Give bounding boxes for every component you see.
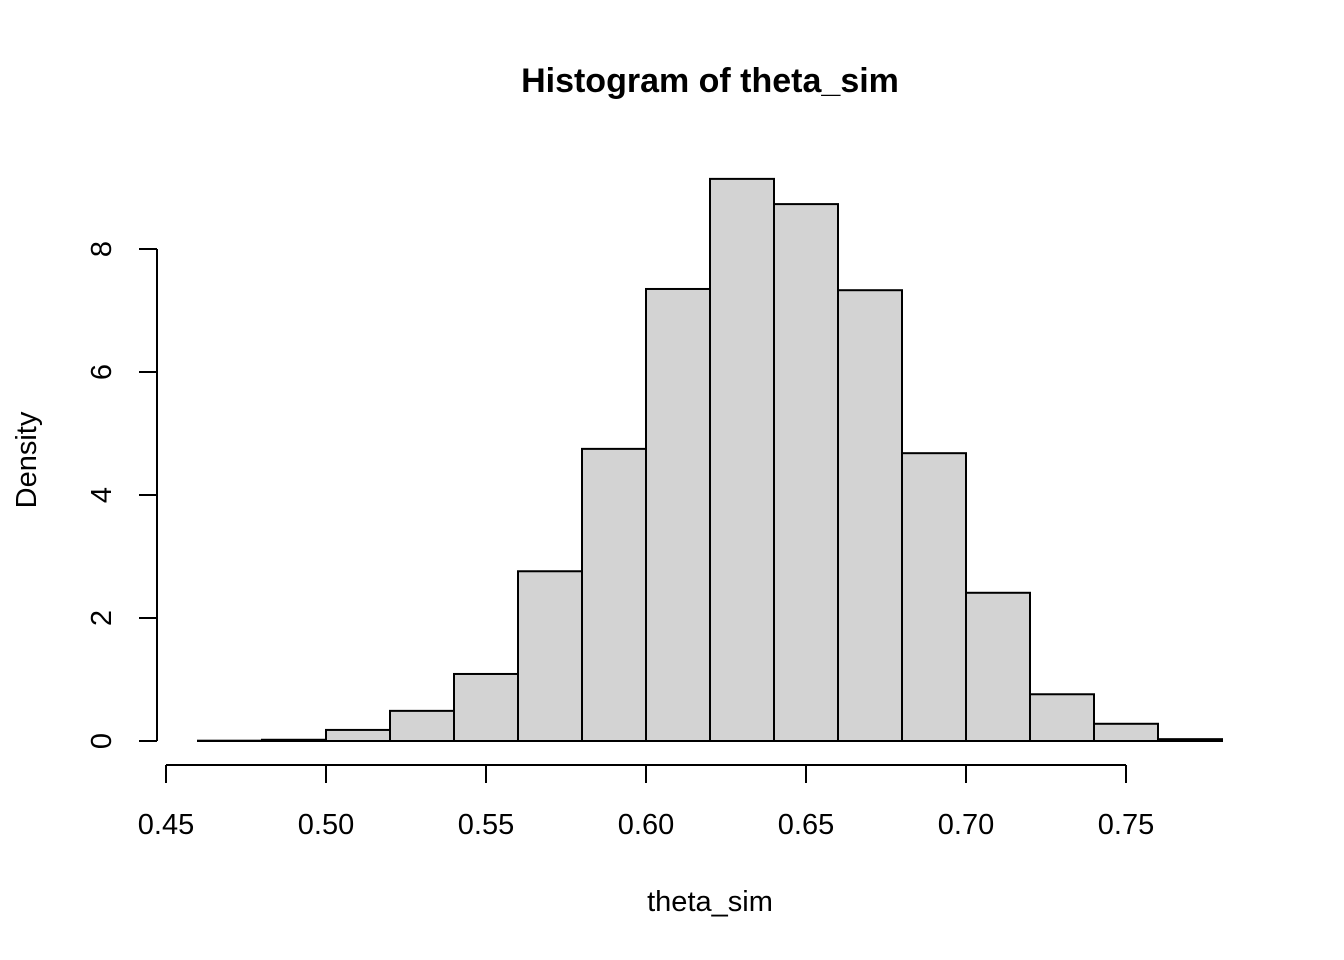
histogram-bar — [325, 728, 391, 742]
histogram-bar — [261, 738, 327, 743]
y-tick-label: 4 — [86, 487, 118, 503]
histogram-bar — [1157, 738, 1223, 743]
histogram-bar — [965, 591, 1031, 742]
y-axis: 0 2 4 6 8 — [86, 241, 158, 749]
histogram-bar — [645, 287, 711, 742]
x-axis: 0.45 0.50 0.55 0.60 0.65 0.70 0.75 — [138, 764, 1154, 841]
bars — [197, 177, 1223, 743]
y-tick-label: 6 — [86, 364, 118, 380]
histogram-bar — [453, 672, 519, 743]
x-tick-label: 0.65 — [778, 809, 834, 841]
x-axis-label: theta_sim — [647, 886, 773, 918]
y-tick-label: 0 — [86, 733, 118, 749]
histogram-bar — [517, 570, 583, 743]
histogram-bar — [837, 289, 903, 742]
histogram-bar — [901, 452, 967, 742]
x-tick-label: 0.45 — [138, 809, 194, 841]
y-tick-label: 8 — [86, 241, 118, 257]
histogram-bar — [1029, 693, 1095, 743]
x-tick-label: 0.55 — [458, 809, 514, 841]
chart-title: Histogram of theta_sim — [521, 62, 899, 100]
x-tick-label: 0.50 — [298, 809, 354, 841]
histogram-bar — [389, 709, 455, 742]
histogram-bar — [581, 447, 647, 742]
x-tick-label: 0.70 — [938, 809, 994, 841]
x-tick-label: 0.60 — [618, 809, 674, 841]
histogram-bar — [709, 177, 775, 742]
x-tick-label: 0.75 — [1098, 809, 1154, 841]
histogram-bar — [1093, 722, 1159, 743]
histogram-bar — [773, 203, 839, 743]
y-axis-label: Density — [11, 411, 43, 508]
y-tick-label: 2 — [86, 610, 118, 626]
